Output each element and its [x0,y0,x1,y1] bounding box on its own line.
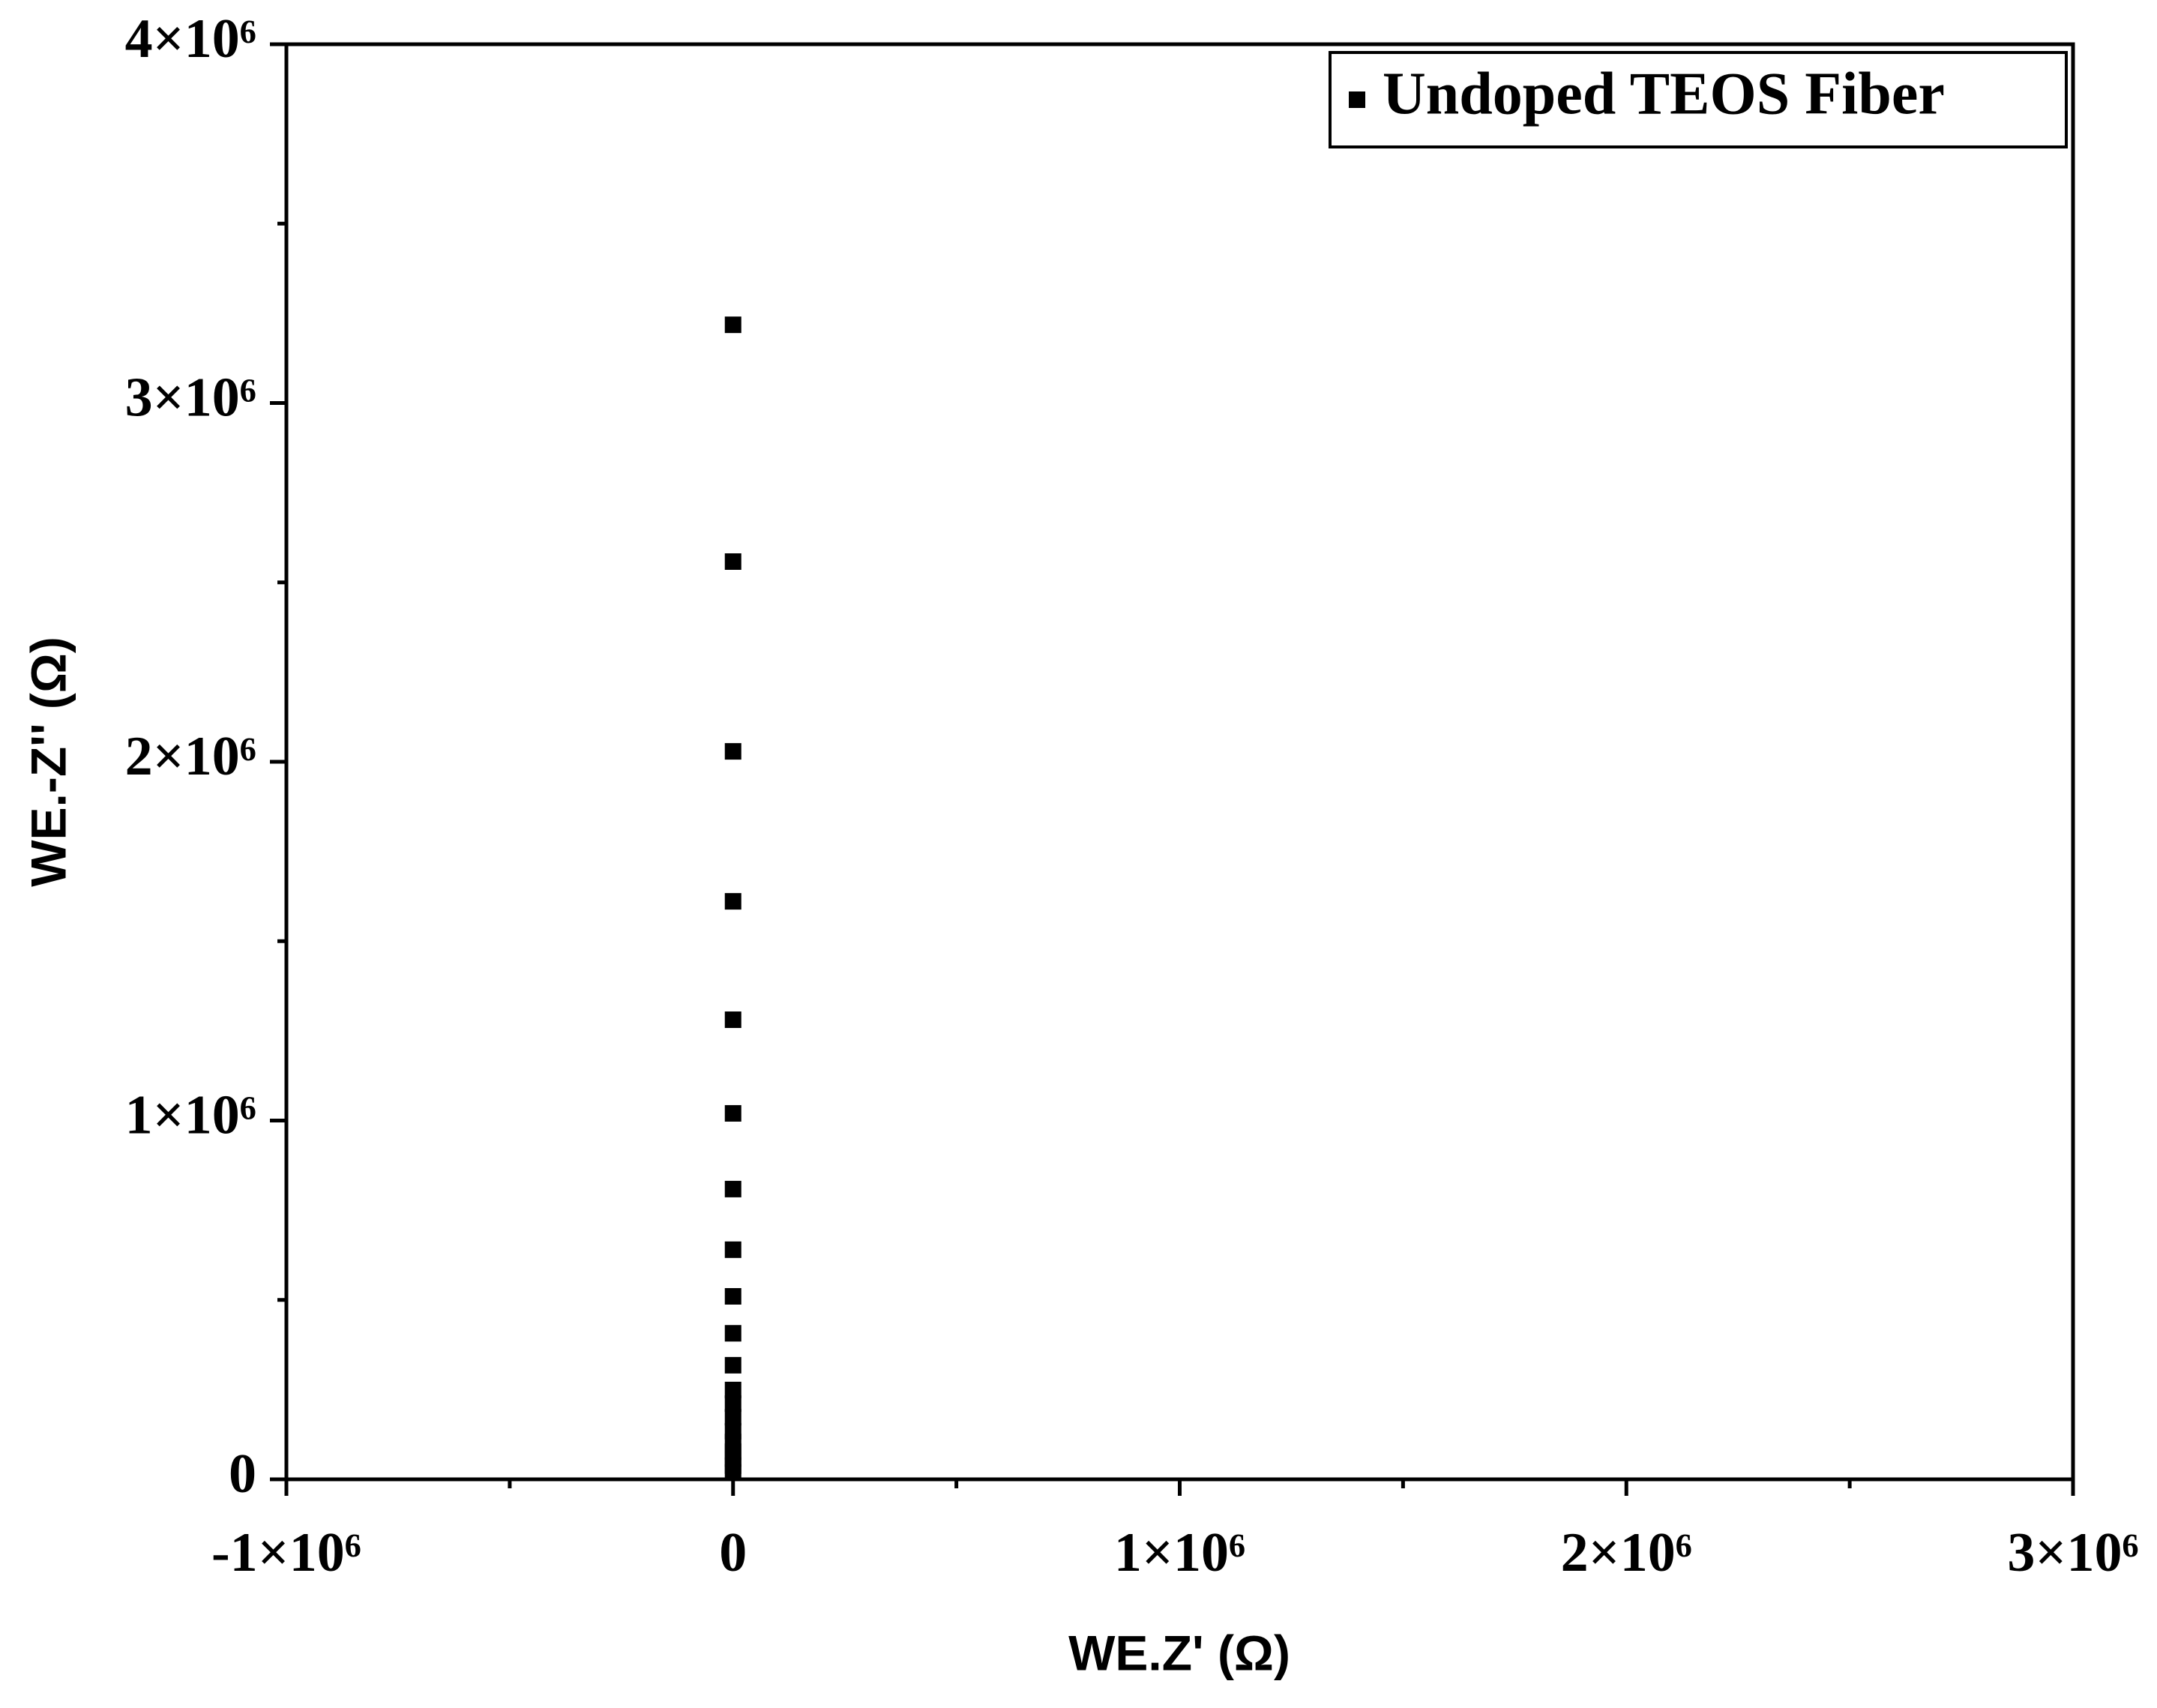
y-tick-label: 0 [229,1443,256,1505]
point [724,1241,741,1258]
legend-marker [1349,91,1365,108]
point [724,1325,741,1342]
x-tick-label: 3×10⁶ [2007,1522,2138,1584]
point [724,1011,741,1029]
legend-label: Undoped TEOS Fiber [1383,61,1945,127]
y-tick-label: 2×10⁶ [125,726,256,787]
point [724,743,741,760]
point [724,1464,741,1481]
point [724,1409,741,1426]
point [724,893,741,910]
y-tick-label: 4×10⁶ [125,8,256,70]
point [724,1180,741,1197]
x-tick-label: 2×10⁶ [1561,1522,1692,1584]
x-tick-label: 0 [719,1522,747,1584]
x-tick-label: 1×10⁶ [1114,1522,1245,1584]
point [724,1287,741,1305]
y-tick-label: 1×10⁶ [125,1084,256,1146]
point [724,1395,741,1413]
x-axis-title: WE.Z' (Ω) [1068,1625,1290,1680]
x-tick-label: -1×10⁶ [211,1522,361,1584]
y-axis-title: WE.-Z'' (Ω) [20,637,76,887]
point [724,316,741,334]
point [724,1356,741,1374]
point [724,1104,741,1122]
legend-box [1329,51,2068,148]
plot-frame [284,42,2075,1482]
y-tick-label: 3×10⁶ [125,367,256,428]
point [724,1381,741,1398]
point [724,553,741,570]
